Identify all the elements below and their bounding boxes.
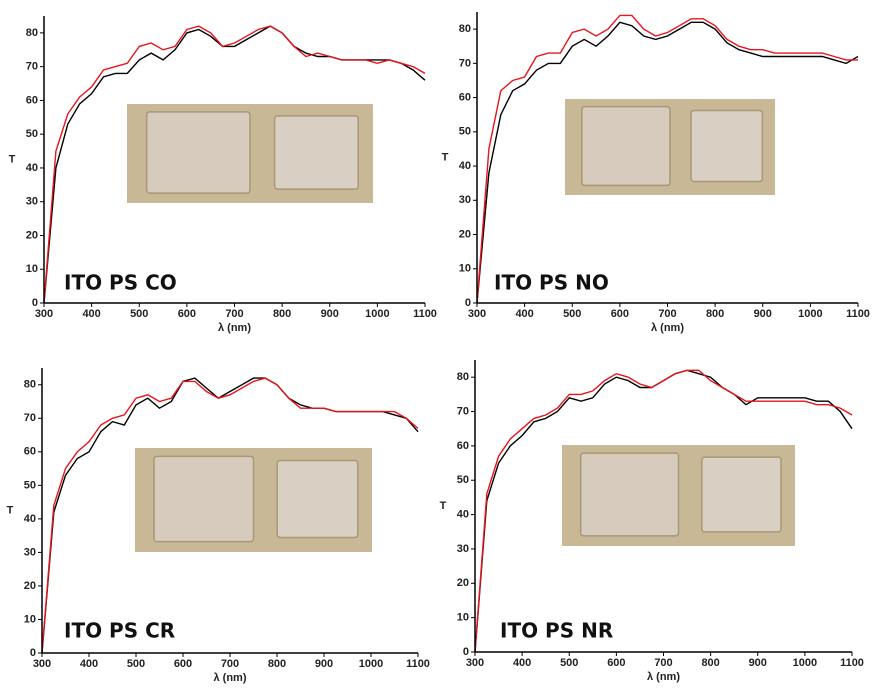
- x-tick-label: 300: [468, 308, 486, 320]
- y-tick-label: 70: [457, 405, 469, 417]
- y-tick-label: 70: [26, 61, 38, 73]
- x-tick-label: 300: [35, 308, 53, 320]
- x-tick-label: 400: [513, 657, 531, 669]
- y-tick-label: 20: [459, 228, 471, 240]
- panel-label: ITO PS NO: [494, 271, 609, 295]
- x-tick-label: 800: [701, 657, 719, 669]
- x-tick-label: 500: [130, 308, 148, 320]
- data-line: [43, 25, 426, 304]
- data-line: [476, 14, 858, 304]
- x-tick-label: 400: [80, 658, 98, 670]
- x-axis-label: λ (nm): [647, 671, 680, 683]
- sample-right: [690, 109, 764, 183]
- x-tick-label: 500: [560, 657, 578, 669]
- y-tick-label: 80: [459, 23, 471, 35]
- panel-label: ITO PS CO: [64, 271, 177, 295]
- y-tick-label: 70: [459, 57, 471, 69]
- y-tick-label: 50: [26, 128, 38, 140]
- sample-left: [145, 111, 251, 194]
- x-tick-label: 600: [607, 657, 625, 669]
- y-tick-label: 0: [463, 646, 469, 658]
- x-tick-label: 1000: [359, 658, 383, 670]
- x-tick-label: 500: [563, 308, 581, 320]
- x-axis-label: λ (nm): [651, 322, 684, 334]
- y-tick-label: 80: [26, 27, 38, 39]
- x-tick-label: 700: [654, 657, 672, 669]
- y-tick-label: 50: [459, 126, 471, 138]
- x-axis-label: λ (nm): [214, 672, 247, 684]
- x-tick-label: 900: [315, 658, 333, 670]
- y-tick-label: 70: [24, 412, 36, 424]
- y-tick-label: 60: [457, 440, 469, 452]
- x-tick-label: 1100: [406, 658, 430, 670]
- sample-right: [701, 456, 782, 533]
- sample-left: [581, 105, 671, 187]
- sample-left: [579, 452, 680, 537]
- data-line: [474, 369, 853, 653]
- y-axis-label: T: [442, 151, 449, 163]
- x-tick-label: 400: [515, 308, 533, 320]
- y-tick-label: 0: [30, 647, 36, 659]
- x-tick-label: 400: [82, 308, 100, 320]
- y-tick-label: 80: [457, 371, 469, 383]
- x-tick-label: 600: [178, 308, 196, 320]
- y-axis-label: T: [440, 500, 447, 512]
- y-tick-label: 60: [26, 94, 38, 106]
- x-tick-label: 800: [706, 308, 724, 320]
- y-tick-label: 0: [32, 297, 38, 309]
- panel-label: ITO PS NR: [500, 619, 613, 643]
- y-tick-label: 10: [26, 263, 38, 275]
- y-tick-label: 10: [457, 612, 469, 624]
- x-tick-label: 600: [174, 658, 192, 670]
- y-tick-label: 20: [24, 580, 36, 592]
- sample-left: [153, 455, 255, 543]
- sample-right: [276, 459, 359, 539]
- y-tick-label: 40: [24, 513, 36, 525]
- y-tick-label: 50: [24, 479, 36, 491]
- y-tick-label: 40: [26, 162, 38, 174]
- y-axis-label: T: [9, 153, 16, 165]
- y-tick-label: 30: [24, 546, 36, 558]
- x-tick-label: 1100: [413, 308, 437, 320]
- panel-label: ITO PS CR: [64, 619, 175, 643]
- x-tick-label: 700: [658, 308, 676, 320]
- y-tick-label: 0: [465, 297, 471, 309]
- y-tick-label: 20: [26, 229, 38, 241]
- x-tick-label: 700: [225, 308, 243, 320]
- x-tick-label: 1100: [846, 308, 870, 320]
- sample-right: [273, 115, 359, 190]
- data-line: [476, 21, 859, 304]
- x-tick-label: 900: [754, 308, 772, 320]
- y-tick-label: 10: [24, 613, 36, 625]
- y-tick-label: 40: [459, 160, 471, 172]
- y-tick-label: 50: [457, 474, 469, 486]
- y-tick-label: 30: [457, 543, 469, 555]
- y-tick-label: 40: [457, 508, 469, 520]
- x-tick-label: 500: [127, 658, 145, 670]
- x-tick-label: 300: [33, 658, 51, 670]
- x-tick-label: 800: [268, 658, 286, 670]
- x-tick-label: 900: [321, 308, 339, 320]
- y-tick-label: 60: [24, 446, 36, 458]
- y-tick-label: 10: [459, 263, 471, 275]
- x-tick-label: 1000: [798, 308, 822, 320]
- y-tick-label: 60: [459, 91, 471, 103]
- y-axis-label: T: [7, 504, 14, 516]
- x-tick-label: 700: [221, 658, 239, 670]
- y-tick-label: 80: [24, 379, 36, 391]
- x-tick-label: 1100: [840, 657, 864, 669]
- x-axis-label: λ (nm): [218, 322, 251, 334]
- x-tick-label: 900: [749, 657, 767, 669]
- data-line: [41, 377, 419, 654]
- y-tick-label: 30: [459, 194, 471, 206]
- x-tick-label: 300: [466, 657, 484, 669]
- x-tick-label: 600: [611, 308, 629, 320]
- x-tick-label: 1000: [365, 308, 389, 320]
- x-tick-label: 1000: [793, 657, 817, 669]
- y-tick-label: 20: [457, 577, 469, 589]
- x-tick-label: 800: [273, 308, 291, 320]
- y-tick-label: 30: [26, 196, 38, 208]
